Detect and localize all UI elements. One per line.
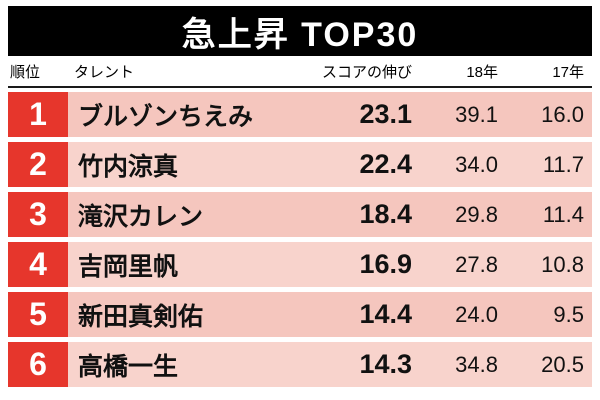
- table-row: 6 高橋一生 14.3 34.8 20.5: [8, 342, 592, 387]
- score-value: 14.4: [301, 292, 416, 337]
- value-2017: 16.0: [504, 92, 592, 137]
- column-header-name: タレント: [74, 63, 135, 81]
- value-2017: 11.4: [504, 192, 592, 237]
- column-header-rank: 順位: [10, 63, 41, 81]
- page-title: 急上昇 TOP30: [181, 15, 419, 54]
- rank-badge: 5: [8, 292, 68, 337]
- rank-badge: 2: [8, 142, 68, 187]
- rank-badge: 1: [8, 92, 68, 137]
- score-value: 23.1: [301, 92, 416, 137]
- talent-name: 新田真剣佑: [68, 292, 301, 337]
- table-row: 4 吉岡里帆 16.9 27.8 10.8: [8, 242, 592, 287]
- value-2018: 39.1: [416, 92, 504, 137]
- table-header-row: 順位 タレント スコアの伸び 18年 17年: [8, 56, 592, 88]
- score-value: 14.3: [301, 342, 416, 387]
- table-row: 1 ブルゾンちえみ 23.1 39.1 16.0: [8, 92, 592, 137]
- value-2018: 29.8: [416, 192, 504, 237]
- title-bar: 急上昇 TOP30: [8, 6, 592, 56]
- talent-name: ブルゾンちえみ: [68, 92, 301, 137]
- table-row: 5 新田真剣佑 14.4 24.0 9.5: [8, 292, 592, 337]
- column-header-score: スコアの伸び: [321, 63, 412, 81]
- value-2017: 10.8: [504, 242, 592, 287]
- table-row: 3 滝沢カレン 18.4 29.8 11.4: [8, 192, 592, 237]
- rank-badge: 6: [8, 342, 68, 387]
- talent-name: 竹内涼真: [68, 142, 301, 187]
- value-2018: 34.8: [416, 342, 504, 387]
- talent-name: 高橋一生: [68, 342, 301, 387]
- value-2018: 27.8: [416, 242, 504, 287]
- rank-badge: 4: [8, 242, 68, 287]
- talent-name: 吉岡里帆: [68, 242, 301, 287]
- value-2017: 11.7: [504, 142, 592, 187]
- value-2017: 9.5: [504, 292, 592, 337]
- score-value: 22.4: [301, 142, 416, 187]
- table-body: 1 ブルゾンちえみ 23.1 39.1 16.0 2 竹内涼真 22.4 34.…: [8, 92, 592, 387]
- value-2018: 24.0: [416, 292, 504, 337]
- value-2018: 34.0: [416, 142, 504, 187]
- column-header-2018: 18年: [466, 63, 498, 81]
- table-row: 2 竹内涼真 22.4 34.0 11.7: [8, 142, 592, 187]
- ranking-table: 順位 タレント スコアの伸び 18年 17年 1 ブルゾンちえみ 23.1 39…: [8, 56, 592, 387]
- value-2017: 20.5: [504, 342, 592, 387]
- score-value: 16.9: [301, 242, 416, 287]
- score-value: 18.4: [301, 192, 416, 237]
- rank-badge: 3: [8, 192, 68, 237]
- column-header-2017: 17年: [552, 63, 584, 81]
- talent-name: 滝沢カレン: [68, 192, 301, 237]
